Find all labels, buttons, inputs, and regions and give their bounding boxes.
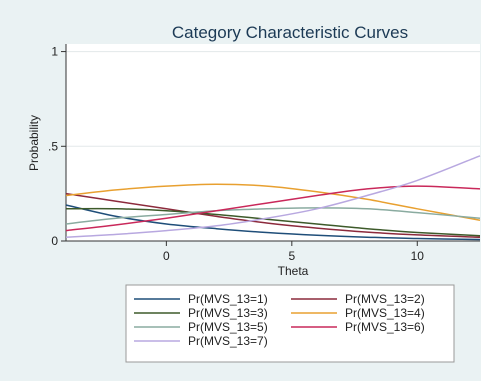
- legend-label-7: Pr(MVS_13=7): [188, 334, 268, 348]
- series-line-4: [65, 183, 481, 221]
- legend-label-3: Pr(MVS_13=3): [188, 306, 268, 320]
- series-line-5: [65, 207, 481, 225]
- series-line-6: [65, 185, 481, 232]
- legend-label-6: Pr(MVS_13=6): [345, 320, 425, 334]
- y-tick-label: .5: [48, 139, 58, 153]
- series-line-1: [65, 204, 481, 241]
- plot-area: [66, 44, 480, 241]
- legend-label-2: Pr(MVS_13=2): [345, 292, 425, 306]
- x-tick-label: 0: [163, 249, 170, 263]
- series-lines: [65, 155, 481, 241]
- x-tick-label: 10: [411, 249, 425, 263]
- legend-box: [125, 284, 455, 363]
- series-line-2: [65, 192, 481, 238]
- legend-label-5: Pr(MVS_13=5): [188, 320, 268, 334]
- y-tick-label: 1: [51, 45, 58, 59]
- y-tick-label: 0: [51, 234, 58, 248]
- legend: Pr(MVS_13=1) Pr(MVS_13=2)Pr(MVS_13=3) Pr(M…: [125, 284, 455, 363]
- x-tick-label: 5: [288, 249, 295, 263]
- x-axis-title: Theta: [278, 264, 309, 278]
- series-line-7: [65, 155, 481, 238]
- chart-title: Category Characteristic Curves: [172, 23, 408, 42]
- axes: 0.510 5 10: [48, 44, 480, 263]
- legend-label-4: Pr(MVS_13=4): [345, 306, 425, 320]
- y-axis-title: Probability: [27, 115, 41, 171]
- legend-label-1: Pr(MVS_13=1): [188, 292, 268, 306]
- series-line-3: [65, 207, 481, 237]
